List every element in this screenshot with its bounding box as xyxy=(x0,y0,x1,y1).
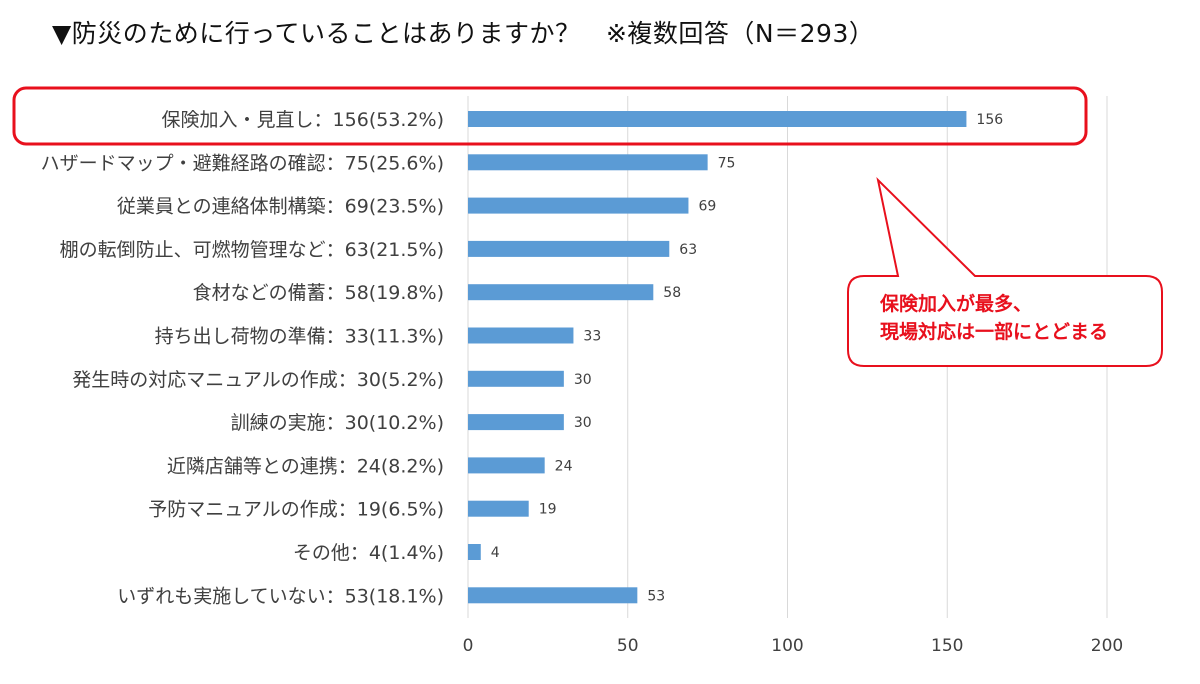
data-label: 4 xyxy=(491,545,500,561)
bar xyxy=(468,500,529,517)
highlight-box xyxy=(12,86,1088,146)
bar xyxy=(468,197,689,214)
data-label: 63 xyxy=(679,242,697,258)
callout-bubble xyxy=(847,176,1163,367)
bar xyxy=(468,414,564,431)
callout-line-1: 保険加入が最多、 xyxy=(880,293,1033,315)
data-label: 19 xyxy=(539,502,557,518)
category-label: いずれも実施していない：53(18.1%) xyxy=(117,585,444,607)
chart-title: ▼防災のために行っていることはありますか？ ※複数回答（N＝293） xyxy=(52,19,875,48)
category-label: 棚の転倒防止、可燃物管理など：63(21.5%) xyxy=(60,239,444,261)
bar xyxy=(468,370,564,387)
category-label: その他：4(1.4%) xyxy=(293,542,444,564)
data-label: 24 xyxy=(555,458,573,474)
x-tick-label: 0 xyxy=(463,636,474,656)
data-label: 58 xyxy=(663,285,681,301)
category-label: ハザードマップ・避難経路の確認：75(25.6%) xyxy=(41,152,444,174)
data-label: 69 xyxy=(698,199,716,215)
bar xyxy=(468,111,967,127)
bar xyxy=(468,284,654,301)
callout-text: 保険加入が最多、 現場対応は一部にとどまる xyxy=(848,290,1160,346)
x-tick-label: 50 xyxy=(617,636,639,656)
x-tick-label: 150 xyxy=(931,636,963,656)
data-label: 33 xyxy=(583,329,601,345)
data-label: 156 xyxy=(976,112,1003,128)
bar xyxy=(468,587,638,604)
category-label: 食材などの備蓄：58(19.8%) xyxy=(193,282,444,304)
category-label: 持ち出し荷物の準備：33(11.3%) xyxy=(155,326,444,348)
data-label: 30 xyxy=(574,415,592,431)
tick-layer: 0 50 100 150 200 xyxy=(463,636,1124,656)
data-label: 75 xyxy=(718,155,736,171)
x-tick-label: 100 xyxy=(771,636,803,656)
bar xyxy=(468,457,545,474)
bar xyxy=(468,240,670,257)
data-label: 30 xyxy=(574,372,592,388)
category-label: 近隣店舗等との連携：24(8.2%) xyxy=(167,455,444,477)
bar xyxy=(468,544,481,560)
category-label: 発生時の対応マニュアルの作成：30(5.2%) xyxy=(72,369,444,391)
category-label: 従業員との連絡体制構築：69(23.5%) xyxy=(117,196,444,218)
category-label: 予防マニュアルの作成：19(6.5%) xyxy=(148,499,444,521)
category-label: 訓練の実施：30(10.2%) xyxy=(231,412,444,434)
bar xyxy=(468,327,574,344)
category-label: 保険加入・見直し：156(53.2%) xyxy=(162,109,444,131)
x-tick-label: 200 xyxy=(1091,636,1123,656)
data-label: 53 xyxy=(647,588,665,604)
bar-layer xyxy=(468,111,967,604)
callout-line-2: 現場対応は一部にとどまる xyxy=(880,321,1109,343)
bar xyxy=(468,154,708,171)
label-layer: 保険加入・見直し：156(53.2%) 156 ハザードマップ・避難経路の確認：75… xyxy=(41,109,1004,607)
